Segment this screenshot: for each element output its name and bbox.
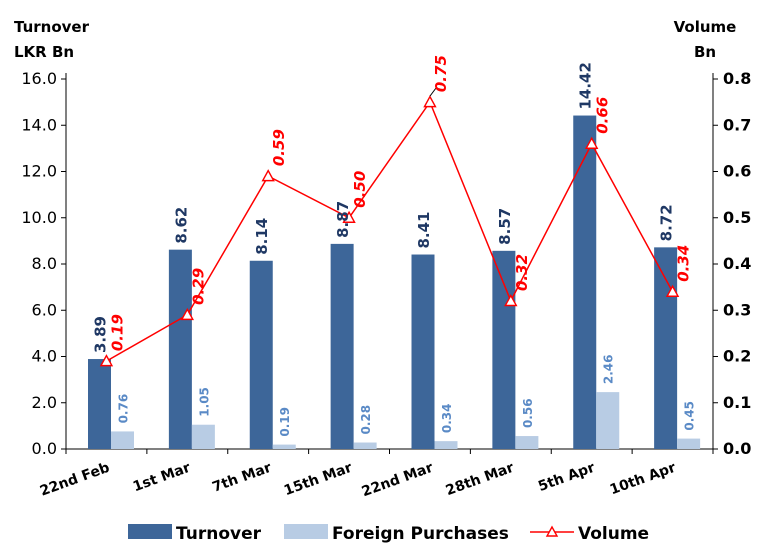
legend-swatch-foreign-purchases bbox=[284, 524, 328, 539]
right-axis-tick-label: 0.4 bbox=[723, 254, 751, 273]
foreign-purchases-bar bbox=[677, 438, 701, 449]
turnover-data-label: 8.87 bbox=[334, 201, 352, 238]
x-axis-category-label: 1st Mar bbox=[131, 460, 193, 496]
foreign-purchases-data-label: 1.05 bbox=[197, 387, 211, 417]
right-axis-title-line2: Bn bbox=[694, 43, 716, 61]
left-axis-tick-label: 8.0 bbox=[32, 254, 57, 273]
right-axis-tick-label: 0.1 bbox=[723, 393, 751, 412]
volume-point-marker bbox=[342, 210, 356, 223]
volume-data-label: 0.32 bbox=[513, 254, 531, 291]
x-axis-category-label: 5th Apr bbox=[536, 460, 597, 495]
volume-point-marker bbox=[180, 307, 194, 321]
right-axis-tick-label: 0.8 bbox=[723, 69, 751, 88]
x-axis-category-label: 15th Mar bbox=[282, 460, 355, 499]
bars bbox=[88, 115, 701, 449]
volume-series-line bbox=[106, 100, 674, 362]
right-axis-tick-label: 0.2 bbox=[723, 347, 751, 366]
turnover-data-label: 8.72 bbox=[658, 204, 676, 241]
volume-data-label: 0.50 bbox=[351, 171, 369, 208]
turnover-data-label: 3.89 bbox=[92, 316, 110, 353]
right-axis-tick-label: 0.5 bbox=[723, 208, 751, 227]
left-axis-tick-label: 4.0 bbox=[32, 347, 57, 366]
right-axis-tick-label: 0.3 bbox=[723, 300, 751, 319]
data-labels: 3.89 8.62 8.14 8.87 8.41 8.57 14.42 8.72 0.76 1.0… bbox=[92, 55, 697, 436]
volume-point-marker bbox=[585, 136, 599, 149]
foreign-purchases-bar bbox=[434, 441, 458, 449]
foreign-purchases-bar bbox=[191, 424, 215, 449]
turnover-bar bbox=[654, 247, 678, 449]
volume-point-marker bbox=[504, 294, 518, 307]
left-axis-tick-label: 2.0 bbox=[32, 393, 57, 412]
left-axis-tick-label: 10.0 bbox=[21, 208, 57, 227]
legend-label-volume: Volume bbox=[578, 524, 649, 544]
right-axis-tick-label: 0.0 bbox=[723, 439, 751, 458]
turnover-bar bbox=[573, 115, 597, 449]
volume-point-marker bbox=[99, 354, 114, 367]
volume-point-marker bbox=[665, 284, 680, 297]
left-axis-title-line1: Turnover bbox=[14, 18, 90, 36]
foreign-purchases-bar bbox=[515, 436, 539, 449]
turnover-data-label: 8.14 bbox=[253, 218, 271, 255]
foreign-purchases-data-label: 0.28 bbox=[359, 405, 373, 435]
x-axis-category-label: 28th Mar bbox=[444, 460, 517, 499]
volume-point-marker bbox=[261, 169, 275, 182]
turnover-bar bbox=[88, 359, 111, 449]
legend-swatch-volume-marker bbox=[545, 525, 559, 537]
left-axis-tick-label: 12.0 bbox=[21, 162, 57, 181]
foreign-purchases-data-label: 0.56 bbox=[521, 398, 535, 428]
turnover-data-label: 8.57 bbox=[496, 208, 514, 245]
volume-data-label: 0.75 bbox=[432, 55, 450, 92]
foreign-purchases-data-label: 2.46 bbox=[602, 355, 616, 385]
volume-point-marker bbox=[423, 95, 437, 108]
turnover-bar bbox=[411, 254, 435, 449]
left-axis-tick-label: 14.0 bbox=[21, 115, 57, 134]
legend-label-turnover: Turnover bbox=[176, 524, 262, 544]
legend-swatch-turnover bbox=[128, 524, 172, 539]
volume-data-label: 0.66 bbox=[594, 97, 612, 134]
right-axis-tick-label: 0.7 bbox=[723, 115, 751, 134]
x-axis-category-label: 7th Mar bbox=[210, 460, 273, 496]
foreign-purchases-data-label: 0.19 bbox=[278, 407, 292, 437]
turnover-bar bbox=[168, 249, 192, 449]
foreign-purchases-data-label: 0.45 bbox=[683, 401, 697, 431]
foreign-purchases-bar bbox=[353, 442, 377, 449]
foreign-purchases-bar bbox=[272, 444, 296, 449]
right-axis-tick-label: 0.6 bbox=[723, 162, 751, 181]
left-axis-tick-label: 16.0 bbox=[21, 69, 57, 88]
left-axis-tick-label: 6.0 bbox=[32, 300, 57, 319]
volume-data-label: 0.19 bbox=[108, 314, 126, 351]
right-axis-title-line1: Volume bbox=[674, 18, 737, 36]
legend-label-foreign-purchases: Foreign Purchases bbox=[332, 524, 509, 544]
volume-data-label: 0.59 bbox=[270, 129, 288, 166]
turnover-data-label: 8.41 bbox=[415, 212, 433, 249]
x-axis-category-label: 22nd Mar bbox=[360, 460, 436, 501]
foreign-purchases-bar bbox=[596, 392, 620, 449]
legend: Turnover Foreign Purchases Volume bbox=[128, 524, 649, 544]
volume-data-label: 0.34 bbox=[675, 245, 693, 282]
volume-peak-leader-line bbox=[429, 87, 437, 97]
foreign-purchases-data-label: 0.34 bbox=[440, 404, 454, 434]
volume-line bbox=[99, 87, 680, 367]
left-axis-title-line2: LKR Bn bbox=[14, 43, 74, 61]
x-axis-category-label: 10th Apr bbox=[608, 460, 678, 499]
turnover-data-label: 14.42 bbox=[577, 62, 595, 109]
left-axis-tick-label: 0.0 bbox=[32, 439, 57, 458]
turnover-bar bbox=[330, 243, 354, 449]
x-axis-category-label: 22nd Feb bbox=[38, 460, 112, 500]
turnover-data-label: 8.62 bbox=[172, 207, 190, 244]
foreign-purchases-data-label: 0.76 bbox=[117, 394, 131, 424]
foreign-purchases-bar bbox=[111, 431, 134, 449]
turnover-bar bbox=[249, 260, 273, 449]
volume-data-label: 0.29 bbox=[189, 268, 207, 305]
